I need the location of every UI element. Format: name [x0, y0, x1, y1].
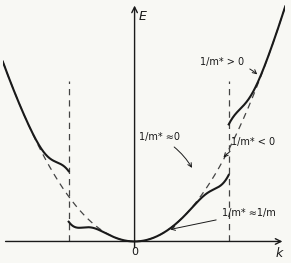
- Text: 1/m* > 0: 1/m* > 0: [200, 57, 256, 74]
- Text: 0: 0: [131, 247, 138, 257]
- Text: 1/m* ≈0: 1/m* ≈0: [139, 133, 191, 167]
- Text: 1/m* < 0: 1/m* < 0: [224, 137, 275, 157]
- Text: E: E: [138, 10, 146, 23]
- Text: 1/m* ≈1/m: 1/m* ≈1/m: [171, 208, 275, 230]
- Text: k: k: [276, 247, 283, 260]
